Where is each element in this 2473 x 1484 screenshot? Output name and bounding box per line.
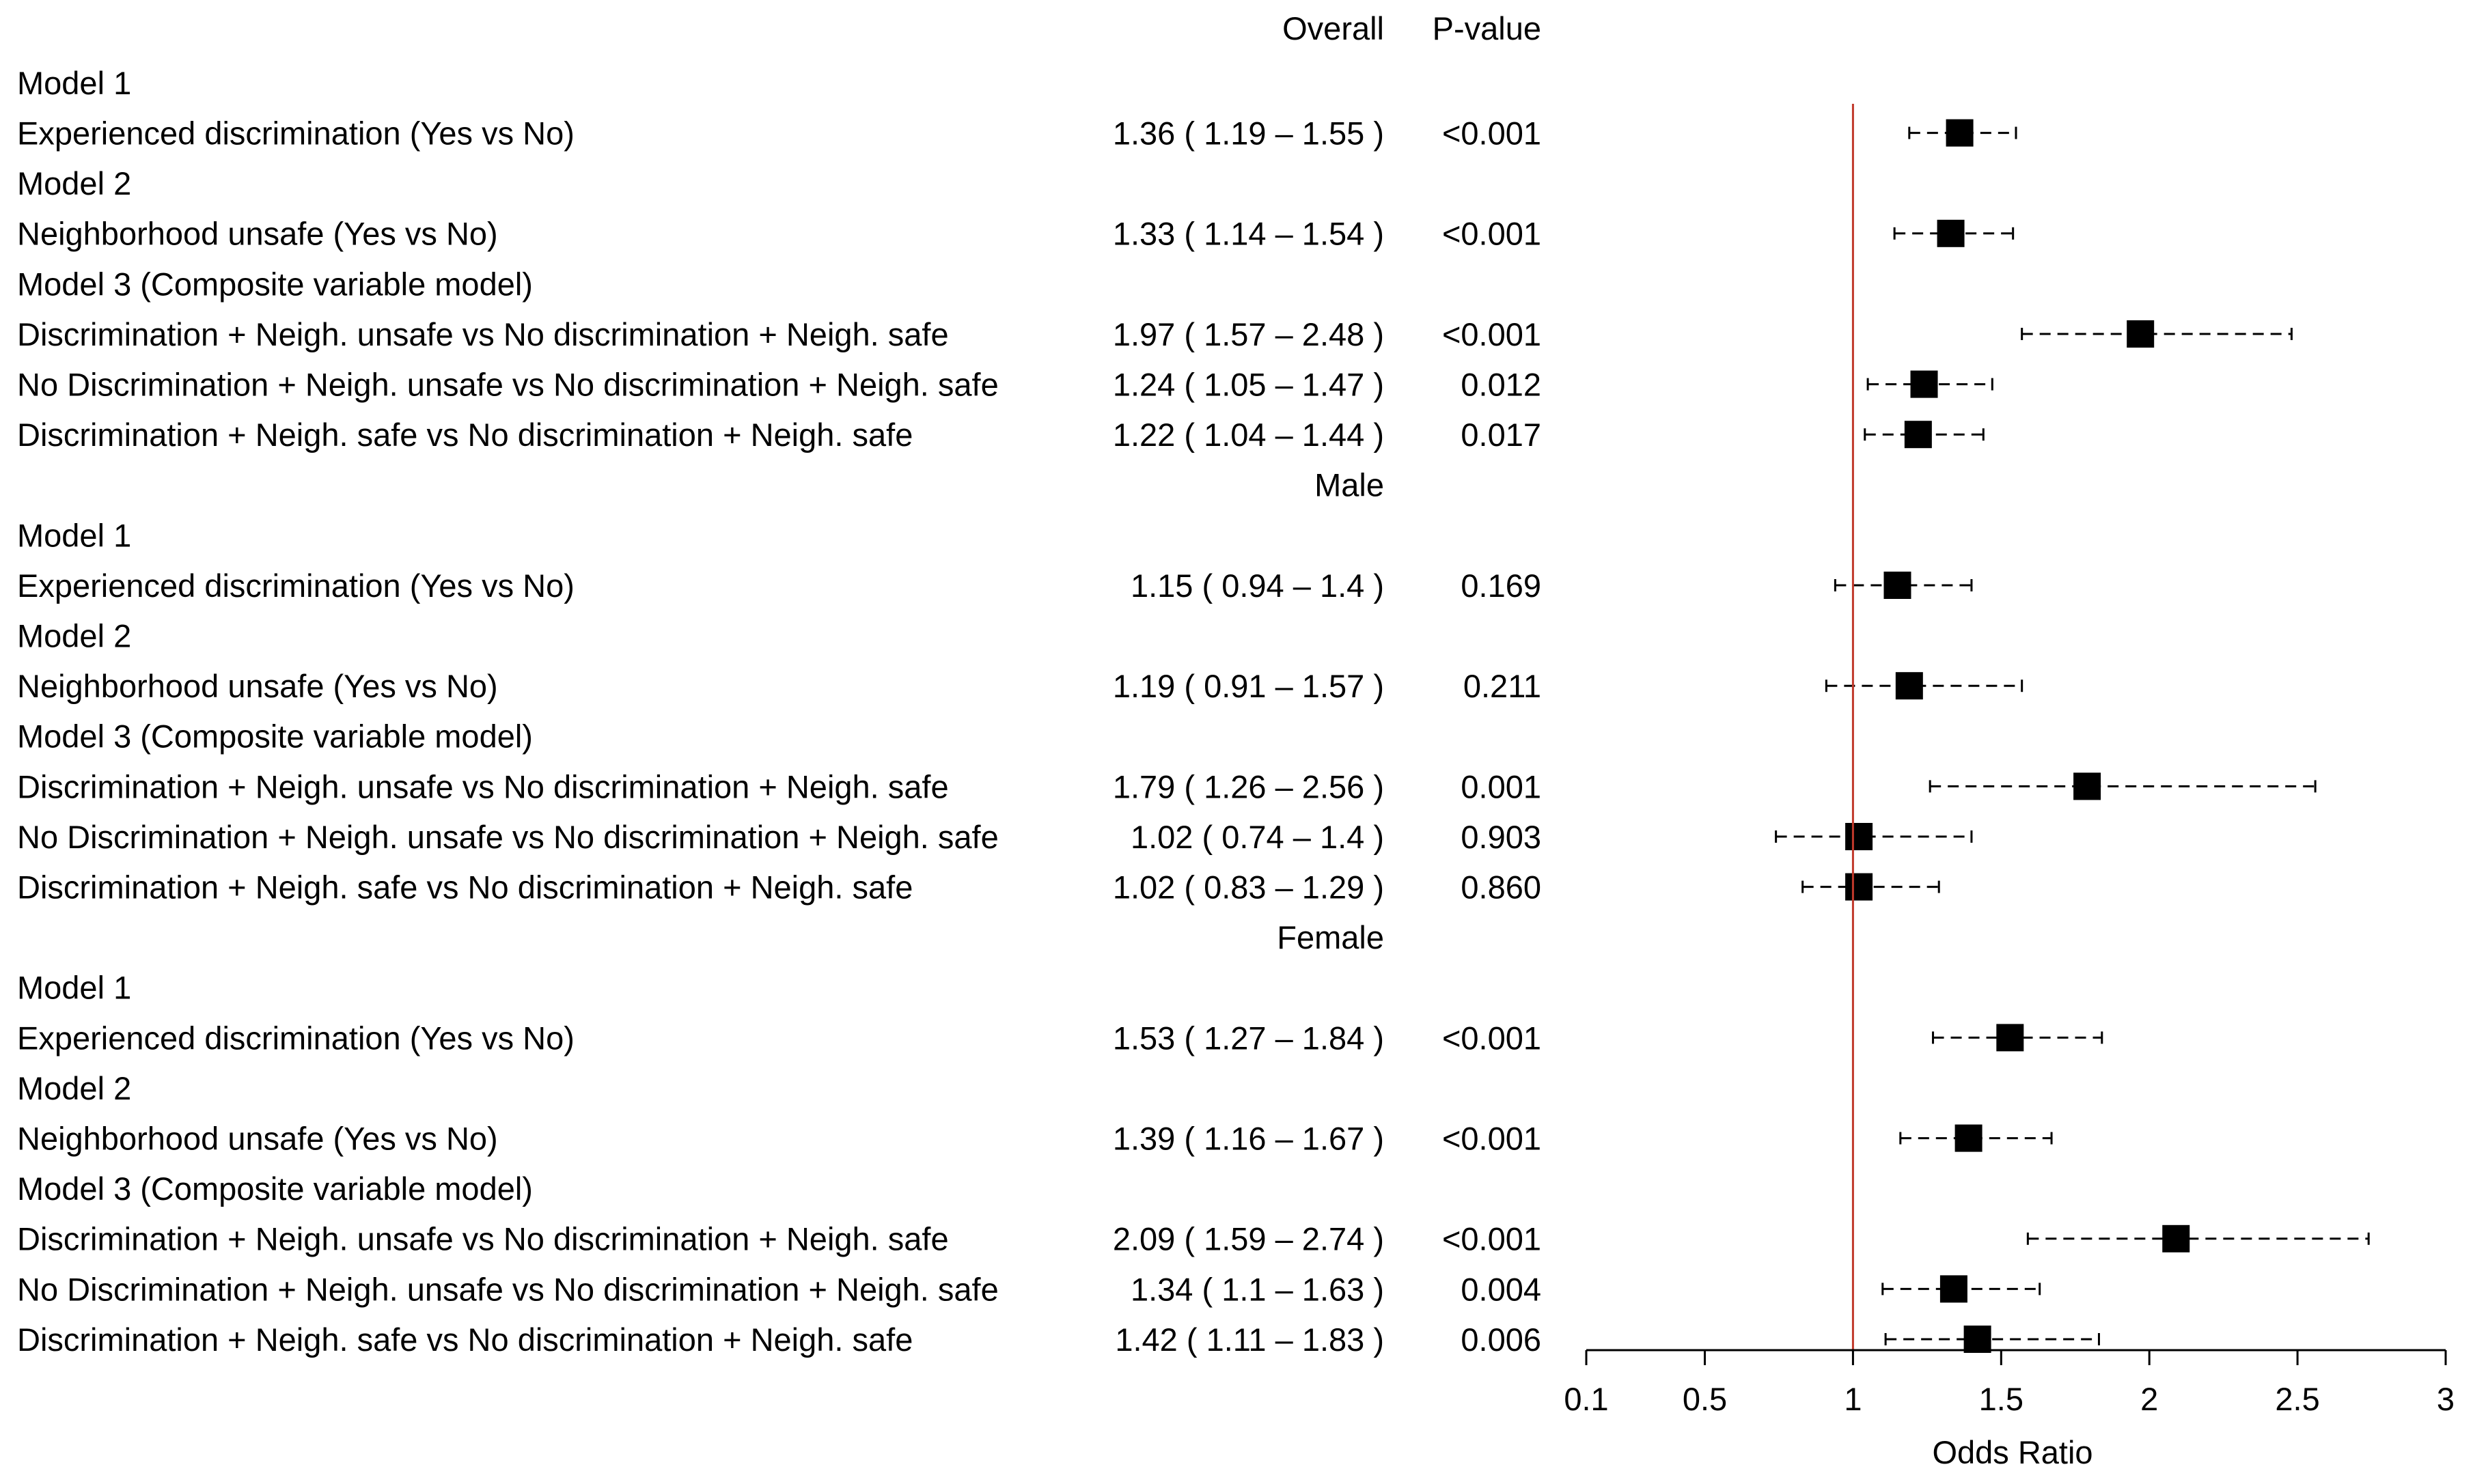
odds-ratio-ci: 1.39 ( 1.16 – 1.67 ) bbox=[1113, 1121, 1384, 1157]
x-axis-label: Odds Ratio bbox=[1932, 1434, 2092, 1470]
model-title: Model 3 (Composite variable model) bbox=[17, 1171, 533, 1207]
row-label: Discrimination + Neigh. unsafe vs No dis… bbox=[17, 768, 949, 804]
odds-ratio-ci: 1.97 ( 1.57 – 2.48 ) bbox=[1113, 316, 1384, 352]
row-label: Discrimination + Neigh. safe vs No discr… bbox=[17, 869, 913, 906]
model-title: Model 1 bbox=[17, 65, 131, 101]
point-estimate-marker bbox=[2127, 320, 2155, 348]
p-value: 0.012 bbox=[1461, 367, 1541, 403]
model-title: Model 3 (Composite variable model) bbox=[17, 718, 533, 755]
model-title: Model 3 (Composite variable model) bbox=[17, 266, 533, 302]
ci-marks bbox=[1775, 119, 2370, 1353]
point-estimate-marker bbox=[1845, 873, 1873, 901]
x-tick-label: 3 bbox=[2437, 1381, 2455, 1417]
x-tick-label: 2.5 bbox=[2275, 1381, 2319, 1417]
p-value: <0.001 bbox=[1442, 1121, 1541, 1157]
p-value: 0.006 bbox=[1461, 1321, 1541, 1358]
point-estimate-marker bbox=[1939, 1275, 1967, 1303]
p-value: <0.001 bbox=[1442, 1020, 1541, 1056]
row-label: No Discrimination + Neigh. unsafe vs No … bbox=[17, 1271, 999, 1307]
p-value: 0.169 bbox=[1461, 568, 1541, 604]
point-estimate-marker bbox=[1996, 1024, 2024, 1052]
odds-ratio-ci: 1.36 ( 1.19 – 1.55 ) bbox=[1113, 115, 1384, 152]
p-value: 0.860 bbox=[1461, 869, 1541, 906]
x-tick-label: 0.1 bbox=[1564, 1381, 1608, 1417]
header-pvalue: P-value bbox=[1433, 10, 1541, 46]
x-tick-label: 0.5 bbox=[1683, 1381, 1727, 1417]
point-estimate-marker bbox=[2162, 1224, 2190, 1252]
odds-ratio-ci: 1.02 ( 0.74 – 1.4 ) bbox=[1131, 819, 1384, 855]
row-label: Neighborhood unsafe (Yes vs No) bbox=[17, 216, 498, 252]
odds-ratio-ci: 2.09 ( 1.59 – 2.74 ) bbox=[1113, 1221, 1384, 1257]
row-label: No Discrimination + Neigh. unsafe vs No … bbox=[17, 819, 999, 855]
odds-ratio-ci: 1.02 ( 0.83 – 1.29 ) bbox=[1113, 869, 1384, 906]
section-title: Male bbox=[1314, 467, 1384, 503]
point-estimate-marker bbox=[1904, 421, 1932, 449]
row-label: Discrimination + Neigh. safe vs No discr… bbox=[17, 1321, 913, 1358]
p-value: 0.017 bbox=[1461, 417, 1541, 453]
row-label: Discrimination + Neigh. unsafe vs No dis… bbox=[17, 316, 949, 352]
point-estimate-marker bbox=[1946, 119, 1974, 147]
odds-ratio-ci: 1.53 ( 1.27 – 1.84 ) bbox=[1113, 1020, 1384, 1056]
model-title: Model 2 bbox=[17, 165, 131, 201]
point-estimate-marker bbox=[1937, 219, 1965, 247]
odds-ratio-ci: 1.24 ( 1.05 – 1.47 ) bbox=[1113, 367, 1384, 403]
row-label: No Discrimination + Neigh. unsafe vs No … bbox=[17, 367, 999, 403]
odds-ratio-ci: 1.19 ( 0.91 – 1.57 ) bbox=[1113, 668, 1384, 704]
table-rows: Model 1 Experienced discrimination (Yes v… bbox=[17, 65, 1541, 1358]
row-label: Discrimination + Neigh. safe vs No discr… bbox=[17, 417, 913, 453]
p-value: <0.001 bbox=[1442, 115, 1541, 152]
point-estimate-marker bbox=[1845, 823, 1873, 850]
point-estimate-marker bbox=[1883, 572, 1911, 599]
p-value: <0.001 bbox=[1442, 216, 1541, 252]
row-label: Experienced discrimination (Yes vs No) bbox=[17, 568, 575, 604]
p-value: <0.001 bbox=[1442, 1221, 1541, 1257]
x-tick-label: 2 bbox=[2140, 1381, 2158, 1417]
p-value: 0.211 bbox=[1463, 668, 1541, 704]
point-estimate-marker bbox=[1910, 370, 1938, 398]
point-estimate-marker bbox=[1954, 1124, 1982, 1152]
odds-ratio-ci: 1.42 ( 1.11 – 1.83 ) bbox=[1115, 1321, 1384, 1358]
odds-ratio-ci: 1.79 ( 1.26 – 2.56 ) bbox=[1113, 768, 1384, 804]
header-estimate: Overall bbox=[1282, 10, 1384, 46]
model-title: Model 1 bbox=[17, 517, 131, 553]
point-estimate-marker bbox=[1963, 1326, 1991, 1353]
row-label: Experienced discrimination (Yes vs No) bbox=[17, 1020, 575, 1056]
odds-ratio-ci: 1.15 ( 0.94 – 1.4 ) bbox=[1131, 568, 1384, 604]
odds-ratio-ci: 1.33 ( 1.14 – 1.54 ) bbox=[1113, 216, 1384, 252]
p-value: <0.001 bbox=[1442, 316, 1541, 352]
row-label: Discrimination + Neigh. unsafe vs No dis… bbox=[17, 1221, 949, 1257]
p-value: 0.001 bbox=[1461, 768, 1541, 804]
point-estimate-marker bbox=[1895, 672, 1923, 700]
section-title: Female bbox=[1277, 919, 1384, 955]
row-label: Neighborhood unsafe (Yes vs No) bbox=[17, 668, 498, 704]
odds-ratio-ci: 1.34 ( 1.1 – 1.63 ) bbox=[1131, 1271, 1384, 1307]
model-title: Model 2 bbox=[17, 618, 131, 654]
x-axis: 0.1 0.5 1 1.5 2 2.5 3 bbox=[1564, 1349, 2455, 1417]
x-tick-label: 1 bbox=[1844, 1381, 1862, 1417]
point-estimate-marker bbox=[2073, 772, 2101, 800]
model-title: Model 1 bbox=[17, 970, 131, 1006]
odds-ratio-ci: 1.22 ( 1.04 – 1.44 ) bbox=[1113, 417, 1384, 453]
p-value: 0.903 bbox=[1461, 819, 1541, 855]
p-value: 0.004 bbox=[1461, 1271, 1541, 1307]
row-label: Experienced discrimination (Yes vs No) bbox=[17, 115, 575, 152]
row-label: Neighborhood unsafe (Yes vs No) bbox=[17, 1121, 498, 1157]
x-tick-label: 1.5 bbox=[1979, 1381, 2023, 1417]
model-title: Model 2 bbox=[17, 1070, 131, 1106]
